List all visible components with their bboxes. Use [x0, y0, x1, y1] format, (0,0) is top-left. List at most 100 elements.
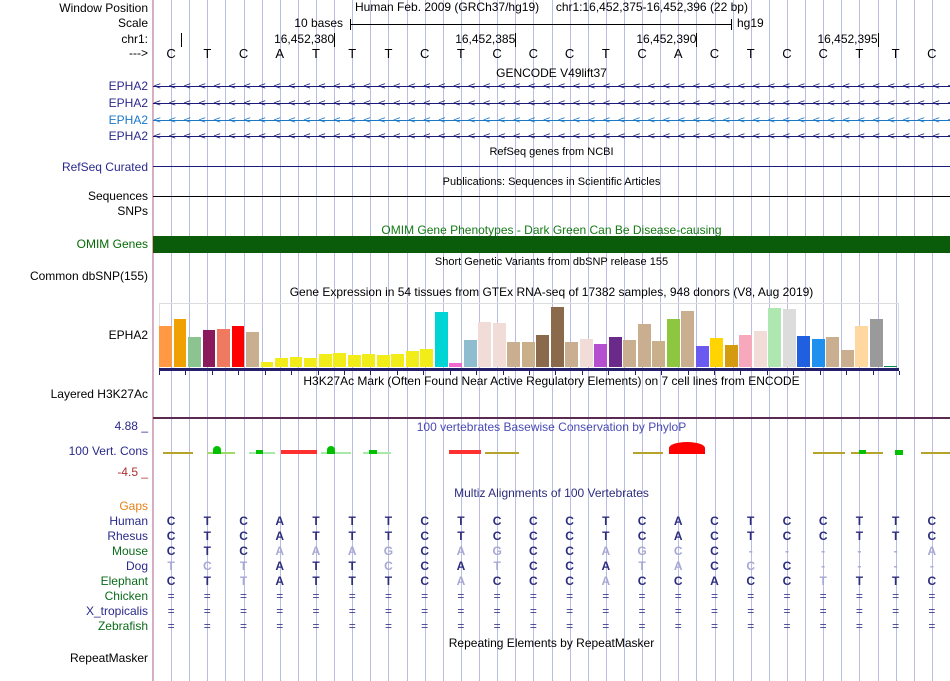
gtex-bar[interactable] — [811, 338, 825, 367]
gtex-bar[interactable] — [797, 336, 811, 367]
gtex-bar[interactable] — [478, 322, 492, 367]
gtex-bar[interactable] — [608, 337, 622, 367]
omim-gene-bar[interactable] — [153, 236, 950, 253]
label-layered-h3k27ac[interactable]: Layered H3K27Ac — [50, 387, 148, 401]
gtex-bar[interactable] — [782, 308, 796, 367]
gtex-bar[interactable] — [449, 363, 463, 367]
gtex-bar[interactable] — [173, 318, 187, 367]
gtex-tick — [396, 371, 398, 375]
label-gene-epha2-1[interactable]: EPHA2 — [108, 79, 148, 93]
gridline — [895, 0, 897, 681]
alignment-row-zebrafish[interactable]: = = = = = = = = = = = = = = = = = = = = = = — [153, 620, 950, 633]
scale-bar: 10 bases hg19 — [153, 17, 950, 31]
label-sequences[interactable]: Sequences — [87, 189, 148, 203]
gtex-bar[interactable] — [318, 354, 332, 367]
gtex-expression-barchart[interactable] — [159, 305, 899, 367]
gtex-bar[interactable] — [637, 324, 651, 367]
gridline — [732, 0, 734, 681]
label-gene-epha2-2[interactable]: EPHA2 — [108, 96, 148, 110]
gtex-tick — [581, 371, 583, 375]
gtex-bar[interactable] — [884, 366, 898, 367]
alignment-base-cell: C — [782, 514, 792, 528]
sequences-line[interactable] — [153, 196, 950, 197]
label-species-dog[interactable]: Dog — [125, 559, 148, 573]
gencode-gene-row[interactable]: <<<<<<<<<<<<<<<<<<<<<<<<<<<<<<<<<<<<<<<<… — [153, 80, 950, 93]
gtex-bar[interactable] — [724, 344, 738, 367]
gtex-bar[interactable] — [768, 307, 782, 367]
label-species-x-tropicalis[interactable]: X_tropicalis — [85, 604, 148, 618]
alignment-row-x_tropicalis[interactable]: = = = = = = = = = = = = = = = = = = = = = = — [153, 605, 950, 618]
gtex-bar[interactable] — [855, 326, 869, 367]
gtex-bar[interactable] — [202, 330, 216, 367]
phylop-conservation-plot[interactable] — [153, 424, 950, 480]
gtex-bar[interactable] — [159, 326, 172, 367]
gtex-bar[interactable] — [434, 311, 448, 367]
gtex-bar[interactable] — [565, 341, 579, 367]
gencode-gene-row[interactable]: <<<<<<<<<<<<<<<<<<<<<<<<<<<<<<<<<<<<<<<<… — [153, 130, 950, 143]
gtex-bar[interactable] — [188, 337, 201, 367]
gtex-bar[interactable] — [289, 357, 303, 367]
label-species-zebrafish[interactable]: Zebrafish — [97, 619, 148, 633]
label-species-elephant[interactable]: Elephant — [100, 574, 148, 588]
gtex-bar[interactable] — [362, 354, 376, 367]
conservation-mark — [485, 452, 519, 454]
label-repeatmasker[interactable]: RepeatMasker — [69, 651, 148, 665]
gtex-bar[interactable] — [507, 341, 521, 367]
gtex-bar[interactable] — [594, 343, 608, 367]
gtex-bar[interactable] — [826, 337, 840, 367]
gtex-bar[interactable] — [347, 355, 361, 367]
gtex-bar[interactable] — [304, 358, 317, 367]
label-refseq-curated[interactable]: RefSeq Curated — [61, 160, 148, 174]
gtex-bar[interactable] — [217, 329, 230, 367]
label-species-mouse[interactable]: Mouse — [111, 544, 148, 558]
gtex-bar[interactable] — [681, 310, 695, 367]
gtex-bar[interactable] — [739, 335, 753, 367]
gtex-tick — [185, 371, 187, 375]
alignment-base-cell: T — [167, 559, 175, 573]
label-species-rhesus[interactable]: Rhesus — [107, 529, 148, 543]
label-gene-epha2-3[interactable]: EPHA2 — [108, 113, 148, 127]
label-omim-genes[interactable]: OMIM Genes — [76, 237, 148, 251]
gtex-bar[interactable] — [840, 349, 854, 367]
gtex-bar[interactable] — [579, 338, 593, 367]
label-gene-epha2-4[interactable]: EPHA2 — [108, 129, 148, 143]
gtex-bar[interactable] — [391, 354, 405, 367]
gtex-bar[interactable] — [376, 355, 390, 367]
label-100-vert-cons[interactable]: 100 Vert. Cons — [68, 444, 148, 458]
gtex-bar[interactable] — [405, 350, 419, 367]
gtex-bar[interactable] — [260, 362, 274, 367]
gtex-bar[interactable] — [710, 337, 724, 367]
refseq-line[interactable] — [153, 166, 950, 167]
gencode-gene-row[interactable]: <<<<<<<<<<<<<<<<<<<<<<<<<<<<<<<<<<<<<<<<… — [153, 97, 950, 110]
label-gtex-epha2[interactable]: EPHA2 — [108, 328, 148, 342]
gtex-bar[interactable] — [869, 318, 883, 367]
label-common-dbsnp[interactable]: Common dbSNP(155) — [29, 269, 148, 283]
gtex-bar[interactable] — [536, 335, 550, 367]
gtex-bar[interactable] — [521, 341, 535, 367]
alignment-gap-cell: = — [674, 619, 682, 633]
label-species-chicken[interactable]: Chicken — [104, 589, 148, 603]
gtex-bar[interactable] — [420, 348, 434, 367]
gtex-bar[interactable] — [623, 339, 637, 367]
gtex-bar[interactable] — [753, 331, 767, 367]
alignment-row-chicken[interactable]: = = = = = = = = = = = = = = = = = = = = = = — [153, 590, 950, 603]
gtex-bar[interactable] — [246, 332, 259, 367]
gtex-bar[interactable] — [492, 323, 506, 367]
gencode-gene-row[interactable]: <<<<<<<<<<<<<<<<<<<<<<<<<<<<<<<<<<<<<<<<… — [153, 114, 950, 127]
gtex-bar[interactable] — [695, 345, 709, 367]
gtex-bar[interactable] — [333, 353, 347, 367]
gtex-bar[interactable] — [652, 340, 666, 367]
label-snps[interactable]: SNPs — [117, 204, 148, 218]
label-species-human[interactable]: Human — [109, 514, 148, 528]
gtex-bar[interactable] — [231, 326, 245, 367]
gtex-bar[interactable] — [275, 358, 288, 367]
gtex-bar[interactable] — [550, 307, 564, 367]
gtex-bar[interactable] — [463, 339, 477, 367]
gtex-bar[interactable] — [666, 318, 680, 367]
position-text[interactable]: chr1:16,452,375-16,452,396 (22 bp) — [555, 0, 748, 14]
